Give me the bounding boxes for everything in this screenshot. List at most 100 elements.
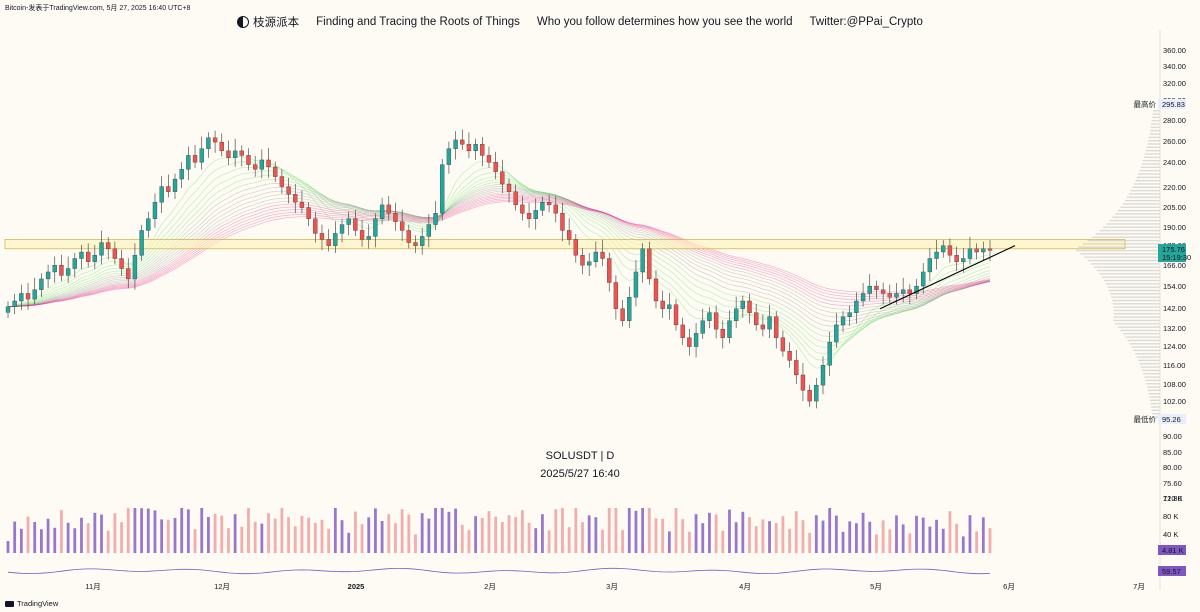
profile-bar bbox=[1148, 136, 1160, 139]
volume-tick-label: 80 K bbox=[1163, 512, 1178, 521]
candle-body bbox=[600, 251, 605, 259]
price-axis[interactable]: 360.00340.00320.00300.00280.00260.00240.… bbox=[1159, 30, 1186, 590]
time-axis[interactable]: 11月 12月 2025 2月 3月 4月 5月 6月 7月 bbox=[85, 582, 1144, 591]
countdown-value: 15:19:30 bbox=[1162, 253, 1191, 262]
candle-body bbox=[466, 144, 472, 152]
volume-bar bbox=[153, 510, 157, 553]
volume-bar bbox=[267, 513, 270, 553]
highest-price-box bbox=[1158, 99, 1186, 109]
volume-bar bbox=[100, 514, 103, 553]
profile-bar bbox=[1110, 293, 1160, 295]
volume-bar bbox=[748, 517, 751, 553]
profile-bar bbox=[1146, 383, 1160, 385]
volume-tick-label: 120 K bbox=[1163, 494, 1183, 503]
profile-bar bbox=[1150, 130, 1160, 132]
volume-bar bbox=[420, 513, 424, 553]
profile-bar bbox=[1151, 120, 1160, 122]
ribbon-line bbox=[7, 161, 991, 361]
candle-body bbox=[279, 176, 285, 187]
volume-bar bbox=[881, 520, 885, 553]
volume-bar bbox=[674, 508, 678, 553]
volume-bar bbox=[313, 523, 317, 553]
candle-body bbox=[794, 360, 799, 376]
volume-bar bbox=[6, 541, 10, 553]
candle-body bbox=[560, 213, 565, 231]
profile-bar bbox=[1096, 269, 1160, 272]
volume-bar bbox=[387, 514, 391, 553]
price-tick-label: 166.00 bbox=[1163, 261, 1186, 270]
time-tick-label: 2025 bbox=[348, 582, 365, 591]
volume-bar bbox=[621, 530, 624, 553]
volume-bar bbox=[868, 521, 872, 553]
volume-bar bbox=[794, 511, 798, 553]
candle-body bbox=[52, 265, 57, 273]
footer-brand: TradingView bbox=[5, 599, 58, 608]
volume-bar bbox=[46, 518, 50, 553]
volume-bar bbox=[200, 508, 204, 553]
price-tick-label: 340.00 bbox=[1163, 62, 1186, 71]
volume-bar bbox=[541, 514, 544, 553]
candle-body bbox=[787, 350, 792, 361]
candle-body bbox=[513, 191, 518, 206]
candle-body bbox=[754, 312, 759, 326]
volume-bar bbox=[981, 517, 985, 553]
banner: 枝源派本 Finding and Tracing the Roots of Th… bbox=[0, 14, 1160, 30]
candle-body bbox=[139, 230, 144, 256]
candle-body bbox=[693, 333, 699, 347]
candle-body bbox=[673, 304, 679, 326]
volume-bar bbox=[587, 515, 591, 553]
candle-body bbox=[440, 164, 445, 214]
volume-bar bbox=[447, 511, 451, 553]
volume-bar bbox=[380, 521, 384, 553]
candle-body bbox=[486, 155, 492, 163]
volume-bar bbox=[955, 523, 958, 553]
price-tick-label: 360.00 bbox=[1163, 46, 1186, 55]
volume-bar bbox=[353, 511, 357, 553]
volume-bar bbox=[300, 515, 304, 553]
candle-body bbox=[353, 218, 358, 231]
profile-bar bbox=[1113, 306, 1160, 308]
last-volume-box bbox=[1158, 545, 1186, 555]
volume-bar bbox=[634, 510, 638, 553]
profile-bar bbox=[1112, 216, 1160, 218]
volume-bar bbox=[73, 528, 77, 553]
volume-bar bbox=[687, 531, 691, 553]
candle-body bbox=[132, 255, 138, 280]
price-tick-label: 142.00 bbox=[1163, 304, 1186, 313]
volume-bar bbox=[774, 523, 778, 553]
profile-bar bbox=[1136, 356, 1160, 358]
volume-bar bbox=[888, 529, 892, 553]
profile-bar bbox=[1152, 113, 1160, 115]
ribbon-bands bbox=[7, 155, 991, 369]
volume-bar bbox=[567, 527, 571, 553]
ribbon-line bbox=[7, 189, 991, 318]
candle-body bbox=[326, 239, 331, 246]
volume-bar bbox=[260, 523, 264, 553]
candle-body bbox=[914, 285, 919, 294]
candle-body bbox=[253, 164, 258, 170]
price-tick-label: 132.00 bbox=[1163, 324, 1186, 333]
candle-body bbox=[119, 258, 124, 269]
candle-body bbox=[867, 285, 872, 294]
price-tick-label: 90.00 bbox=[1163, 432, 1182, 441]
profile-bar bbox=[1135, 179, 1160, 182]
profile-bar bbox=[1140, 366, 1160, 368]
volume-bar bbox=[340, 520, 344, 553]
trendline[interactable] bbox=[879, 245, 1016, 310]
profile-bar bbox=[1126, 196, 1160, 198]
candle-body bbox=[152, 202, 158, 219]
volume-bar bbox=[667, 531, 671, 553]
volume-bar bbox=[113, 513, 117, 553]
candle-body bbox=[226, 150, 231, 158]
profile-bar bbox=[1108, 289, 1160, 292]
profile-bar bbox=[1113, 309, 1160, 312]
profile-bar bbox=[1091, 263, 1160, 265]
volume-bar bbox=[714, 514, 718, 553]
volume-bar bbox=[607, 508, 611, 553]
volume-bar bbox=[26, 516, 30, 553]
volume-bar bbox=[160, 519, 164, 553]
candle-body bbox=[740, 300, 745, 309]
volume-bar bbox=[106, 530, 110, 553]
candle-body bbox=[687, 337, 692, 347]
